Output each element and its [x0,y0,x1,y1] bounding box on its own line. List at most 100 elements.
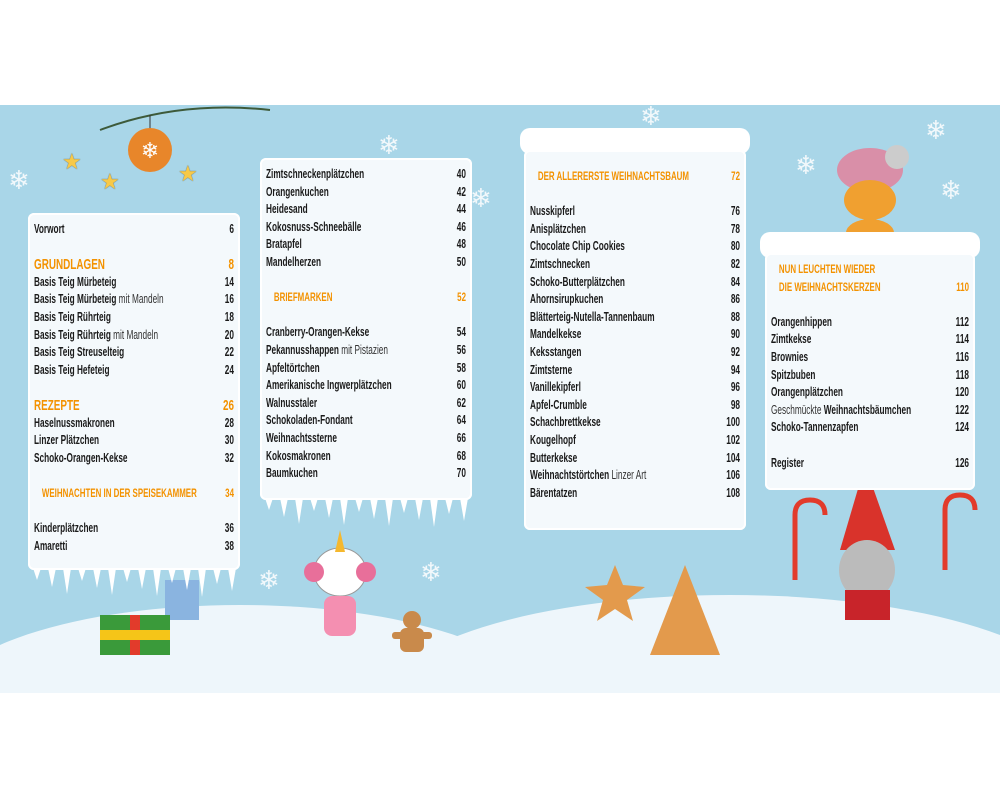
toc-column-4: NUN LEUCHTEN WIEDER DIE WEIHNACHTSKERZEN… [765,253,975,490]
toc-entry[interactable]: Weihnachtssterne 66 [266,430,466,448]
entry-prefix: Geschmückte [771,402,824,417]
toc-entry[interactable]: Linzer Plätzchen 30 [34,432,234,450]
gift-icon [100,580,199,655]
icicle [340,498,348,525]
star-icon: ★ [100,169,120,194]
toc-entry[interactable]: Blätterteig-Nutella-Tannenbaum 88 [530,309,740,327]
toc-entry[interactable]: Apfel-Crumble 98 [530,397,740,415]
snowflake-icon: ❄ [420,557,442,587]
toc-entry[interactable]: Zimtschnecken 82 [530,256,740,274]
toc-entry[interactable]: Mandelkekse 90 [530,326,740,344]
toc-entry[interactable]: Zimtkekse 114 [771,331,969,349]
toc-entry[interactable]: Bärentatzen 108 [530,485,740,503]
toc-entry[interactable]: Butterkekse 104 [530,450,740,468]
toc-entry[interactable]: Schoko-Butterplätzchen 84 [530,274,740,292]
section-heading[interactable]: WEIHNACHTEN IN DER SPEISEKAMMER 34 [34,485,234,503]
toc-entry[interactable]: Register 126 [771,455,969,473]
page-number: 48 [456,237,466,252]
toc-entry[interactable]: Zimtschneckenplätzchen 40 [266,166,466,184]
toc-entry[interactable]: Basis Teig Rührteig mit Mandeln 20 [34,327,234,345]
toc-entry[interactable]: Spitzbuben 118 [771,367,969,385]
entry-title-text: Basis Teig Hefeteig [34,362,110,377]
toc-entry[interactable]: Orangenkuchen 42 [266,184,466,202]
section-heading[interactable]: DIE WEIHNACHTSKERZEN 110 [771,279,969,297]
toc-entry[interactable]: Schoko-Orangen-Kekse 32 [34,450,234,468]
toc-entry[interactable]: Vorwort 6 [34,221,234,239]
toc-entry[interactable]: Amerikanische Ingwerplätzchen 60 [266,377,466,395]
toc-entry[interactable]: Basis Teig Streuselteig 22 [34,344,234,362]
entry-title-text: Zimtsterne [530,362,573,377]
page-number: 82 [730,256,740,271]
toc-entry[interactable]: Anisplätzchen 78 [530,221,740,239]
toc-entry[interactable]: Basis Teig Hefeteig 24 [34,362,234,380]
toc-entry[interactable]: Kokosnuss-Schneebälle 46 [266,219,466,237]
toc-entry[interactable]: Keksstangen 92 [530,344,740,362]
entry-title-text: Mandelherzen [266,254,322,269]
toc-entry[interactable]: Schoko-Tannenzapfen 124 [771,419,969,437]
toc-entry[interactable]: Baumkuchen 70 [266,465,466,483]
page-number: 8 [228,256,234,274]
toc-entry[interactable]: Heidesand 44 [266,201,466,219]
toc-entry[interactable]: Walnusstaler 62 [266,395,466,413]
section-heading[interactable]: GRUNDLAGEN 8 [34,256,234,274]
toc-entry[interactable]: Geschmückte Weihnachtsbäumchen 122 [771,402,969,420]
toc-entry[interactable]: Kougelhopf 102 [530,432,740,450]
icicle [93,568,101,588]
entry-title: Vanillekipferl [530,379,581,397]
entry-title-text: Basis Teig Streuselteig [34,345,125,360]
toc-entry[interactable]: Zimtsterne 94 [530,362,740,380]
entry-title-text: Amerikanische Ingwerplätzchen [266,378,392,393]
entry-title-text: Zimtschnecken [530,256,591,271]
toc-entry[interactable]: Haselnussmakronen 28 [34,415,234,433]
toc-entry[interactable]: Pekannusshappen mit Pistazien 56 [266,342,466,360]
toc-entry[interactable]: Kinderplätzchen 36 [34,520,234,538]
page-number: 112 [955,314,969,329]
icicles [262,498,472,538]
toc-entry[interactable]: Ahornsirupkuchen 86 [530,291,740,309]
toc-entry[interactable]: Kokosmakronen 68 [266,448,466,466]
icicle [153,568,161,596]
toc-entry[interactable]: Orangenplätzchen 120 [771,384,969,402]
toc-entry[interactable]: Vanillekipferl 96 [530,379,740,397]
page-number: 108 [726,485,740,500]
toc-entry[interactable]: Nusskipferl 76 [530,203,740,221]
page-number: 42 [456,184,466,199]
toc-entry[interactable]: Weihnachtstörtchen Linzer Art 106 [530,467,740,485]
entry-title-text: Vorwort [34,222,65,236]
icicle [280,498,288,517]
star-icon: ★ [62,149,82,174]
entry-title: Walnusstaler [266,395,317,413]
entry-title: Register [771,455,804,473]
toc-entry[interactable]: Orangenhippen 112 [771,314,969,332]
toc-entry[interactable]: Amaretti 38 [34,538,234,556]
entry-title-text: Chocolate Chip Cookies [530,239,625,254]
entry-title-text: Keksstangen [530,344,582,359]
entry-title: Basis Teig Hefeteig [34,362,109,380]
toc-entry[interactable]: Brownies 116 [771,349,969,367]
entry-title: Kokosmakronen [266,448,331,466]
section-heading[interactable]: REZEPTE 26 [34,397,234,415]
entry-title-text: Kokosmakronen [266,448,331,463]
toc-entry[interactable]: Cranberry-Orangen-Kekse 54 [266,324,466,342]
section-heading[interactable]: BRIEFMARKEN 52 [266,289,466,307]
section-heading[interactable]: DER ALLERERSTE WEIHNACHTSBAUM 72 [530,168,740,186]
entry-title: Spitzbuben [771,367,815,385]
entry-title-text: Heidesand [266,202,308,217]
toc-entry[interactable]: Schachbrettkekse 100 [530,414,740,432]
entry-title: DER ALLERERSTE WEIHNACHTSBAUM [538,168,689,186]
snowflake-icon: ❄ [925,115,947,145]
toc-entry[interactable]: Mandelherzen 50 [266,254,466,272]
toc-entry[interactable]: Basis Teig Rührteig 18 [34,309,234,327]
toc-entry[interactable]: Basis Teig Mürbeteig 14 [34,274,234,292]
toc-entry[interactable]: Apfeltörtchen 58 [266,360,466,378]
toc-entry[interactable]: Chocolate Chip Cookies 80 [530,238,740,256]
entry-title: Amaretti [34,538,67,556]
icicle [78,568,86,581]
entry-title-text: Ahornsirupkuchen [530,292,604,307]
toc-entry[interactable]: Schokoladen-Fondant 64 [266,412,466,430]
toc-entry[interactable]: Bratapfel 48 [266,236,466,254]
toc-entry[interactable]: Basis Teig Mürbeteig mit Mandeln 16 [34,291,234,309]
page-number: 70 [456,466,466,481]
icicle [415,498,423,520]
page-number: 86 [730,292,740,307]
